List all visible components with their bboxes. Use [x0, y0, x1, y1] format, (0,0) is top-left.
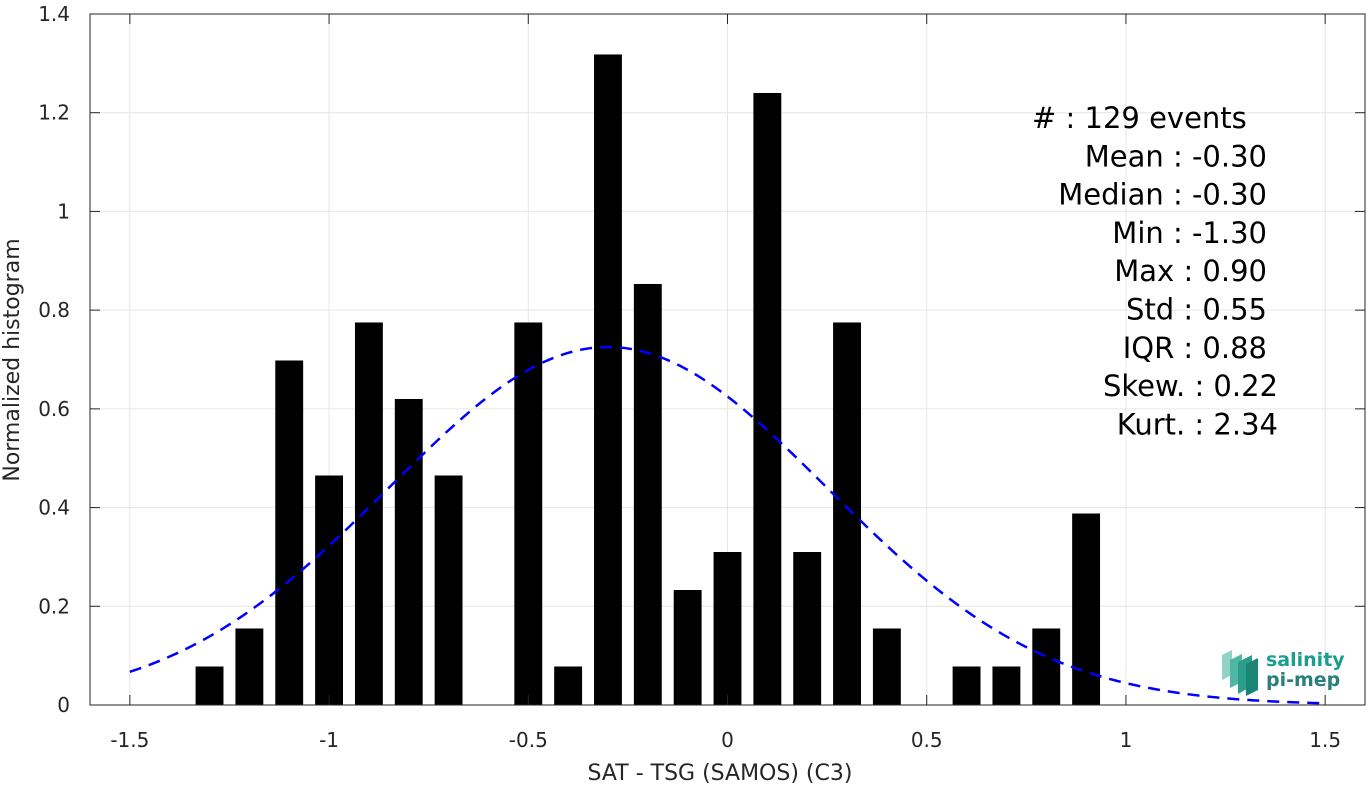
- histogram-bar: [434, 475, 463, 705]
- histogram-bar: [554, 666, 583, 705]
- y-tick-label: 0.6: [38, 397, 70, 421]
- histogram-bar: [992, 666, 1021, 705]
- histogram-bar: [354, 322, 383, 705]
- stat-kurt: Kurt. : 2.34: [1117, 407, 1278, 441]
- x-tick-label: 0: [721, 728, 734, 752]
- histogram-bar: [1072, 513, 1101, 705]
- histogram-bar: [275, 360, 304, 705]
- histogram-bar: [833, 322, 861, 705]
- axis-ticks: [90, 13, 1365, 706]
- stat-median: Median : -0.30: [1058, 178, 1267, 212]
- histogram-bar: [594, 54, 622, 706]
- histogram-bar: [872, 628, 901, 705]
- y-tick-labels: 0 0.2 0.4 0.6 0.8 1 1.2 1.4: [38, 2, 70, 717]
- x-axis-label: SAT - TSG (SAMOS) (C3): [588, 761, 853, 785]
- histogram-bar: [673, 589, 702, 705]
- statistics-box: # : 129 events Mean : -0.30 Median : -0.30…: [1032, 101, 1278, 441]
- histogram-bar: [952, 666, 981, 705]
- logo-line-2: pi-mep: [1266, 669, 1340, 691]
- histogram-bar: [793, 551, 822, 705]
- stat-iqr: IQR : 0.88: [1123, 331, 1267, 365]
- x-tick-label: 1: [1120, 728, 1133, 752]
- y-tick-label: 1.4: [38, 2, 70, 26]
- stat-mean: Mean : -0.30: [1085, 139, 1267, 173]
- histogram-bar: [394, 398, 423, 705]
- x-tick-labels: -1.5 -1 -0.5 0 0.5 1 1.5: [110, 728, 1341, 752]
- histogram-bar: [514, 322, 543, 705]
- salinity-pi-mep-logo: salinity pi-mep: [1222, 649, 1345, 696]
- stat-count: # : 129 events: [1032, 101, 1247, 135]
- stat-max: Max : 0.90: [1114, 254, 1267, 288]
- histogram-bars: [195, 54, 1101, 706]
- y-tick-label: 0.4: [38, 496, 70, 520]
- histogram-bar: [633, 283, 662, 705]
- stat-min: Min : -1.30: [1112, 216, 1267, 250]
- y-tick-label: 0: [57, 693, 70, 717]
- histogram-bar: [235, 628, 264, 705]
- x-tick-label: 1.5: [1309, 728, 1341, 752]
- y-axis-label: Normalized histogram: [0, 238, 25, 481]
- histogram-bar: [1032, 628, 1061, 705]
- histogram-bar: [195, 666, 224, 705]
- stat-skew: Skew. : 0.22: [1103, 369, 1278, 403]
- y-tick-label: 0.2: [38, 594, 70, 618]
- histogram-bar: [315, 475, 344, 705]
- stat-std: Std : 0.55: [1126, 293, 1267, 327]
- logo-line-1: salinity: [1266, 649, 1345, 671]
- x-tick-label: 0.5: [911, 728, 943, 752]
- y-tick-label: 0.8: [38, 298, 70, 322]
- y-tick-label: 1: [57, 199, 70, 223]
- x-tick-label: -1.5: [110, 728, 149, 752]
- x-tick-label: -1: [319, 728, 339, 752]
- histogram-bar: [713, 551, 742, 705]
- logo-icon: [1222, 650, 1258, 696]
- histogram-bar: [753, 92, 782, 705]
- x-tick-label: -0.5: [509, 728, 548, 752]
- y-tick-label: 1.2: [38, 101, 70, 125]
